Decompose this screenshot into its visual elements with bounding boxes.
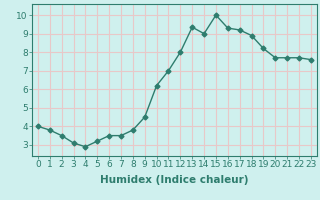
X-axis label: Humidex (Indice chaleur): Humidex (Indice chaleur) xyxy=(100,175,249,185)
